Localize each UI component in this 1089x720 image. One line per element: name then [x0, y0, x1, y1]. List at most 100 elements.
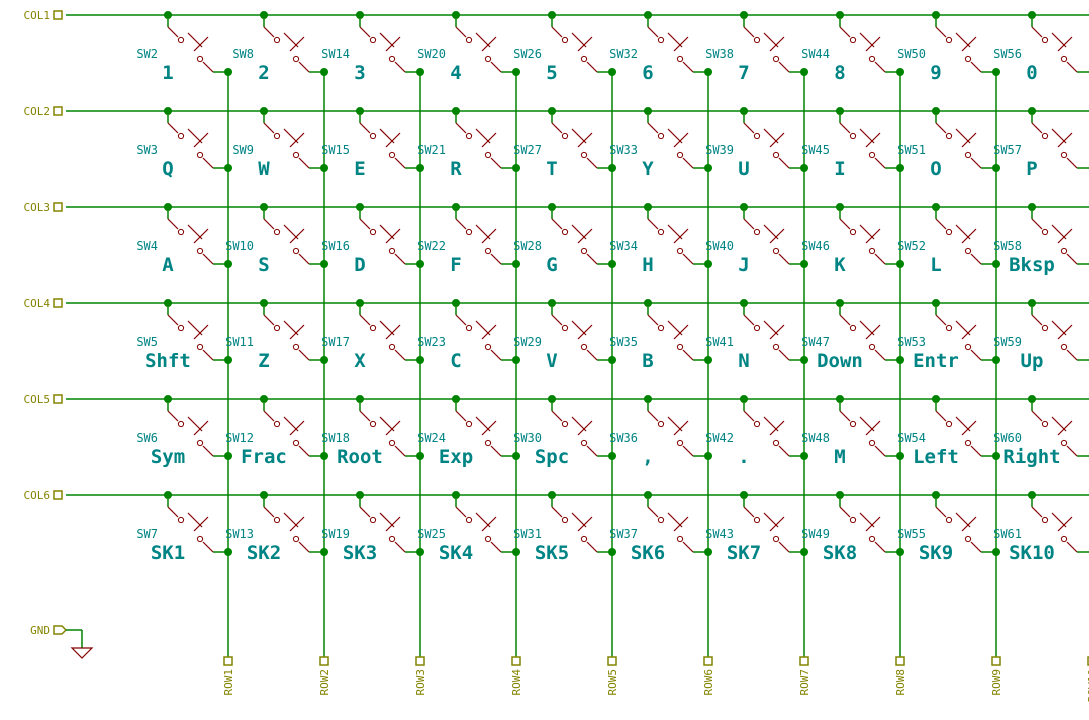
junction-row — [416, 68, 424, 76]
switch-lead-out — [394, 157, 406, 169]
switch-contact-b — [772, 535, 780, 543]
col-port-1 — [53, 10, 63, 20]
junction-row — [512, 452, 520, 460]
switch-contact-b — [292, 247, 300, 255]
junction-row — [416, 164, 424, 172]
switch-contact-b — [676, 535, 684, 543]
switch-contact-b — [484, 535, 492, 543]
switch-contact-b — [676, 439, 684, 447]
switch-contact-b — [772, 55, 780, 63]
switch-blade-2 — [577, 420, 593, 436]
switch-lead-out — [778, 157, 790, 169]
switch-contact-a — [1041, 516, 1049, 524]
switch-contact-b — [580, 55, 588, 63]
switch-ref: SW56 — [993, 47, 1022, 61]
key-label: Frac — [241, 446, 287, 468]
junction-row — [896, 68, 904, 76]
key-label: I — [834, 158, 845, 180]
junction-col — [644, 491, 652, 499]
switch-lead-in — [167, 26, 179, 38]
junction-row — [992, 452, 1000, 460]
switch-blade-2 — [481, 516, 497, 532]
switch-contact-a — [753, 132, 761, 140]
junction-col — [644, 395, 652, 403]
switch-lead-out — [202, 445, 214, 457]
switch-sw57 — [1031, 111, 1089, 169]
junction-col — [260, 107, 268, 115]
key-label: Left — [913, 446, 959, 468]
junction-row — [896, 260, 904, 268]
junction-col — [548, 299, 556, 307]
switch-lead-in — [647, 26, 659, 38]
junction-col — [164, 203, 172, 211]
key-label: E — [354, 158, 365, 180]
switch-ref: SW41 — [705, 335, 734, 349]
switch-ref: SW15 — [321, 143, 350, 157]
key-label: Z — [258, 350, 269, 372]
switch-ref: SW42 — [705, 431, 734, 445]
row-label-3: ROW3 — [414, 669, 427, 696]
switch-lead-in — [1031, 26, 1043, 38]
switch-blade-2 — [385, 516, 401, 532]
switch-sw44 — [839, 15, 900, 73]
junction-col — [1028, 491, 1036, 499]
switch-lead-out — [970, 253, 982, 265]
switch-ref: SW59 — [993, 335, 1022, 349]
switch-sw22 — [455, 207, 516, 265]
switch-contact-a — [369, 516, 377, 524]
switch-lead-in — [935, 218, 947, 230]
switch-contact-a — [945, 132, 953, 140]
junction-col — [356, 203, 364, 211]
key-label: SK5 — [535, 542, 569, 564]
switch-sw34 — [647, 207, 708, 265]
switch-blade-2 — [1057, 324, 1073, 340]
switch-lead-in — [647, 506, 659, 518]
switch-sw17 — [359, 303, 420, 361]
junction-col — [452, 395, 460, 403]
switch-contact-b — [868, 439, 876, 447]
switch-lead-out — [394, 445, 406, 457]
junction-col — [740, 107, 748, 115]
switch-lead-in — [1031, 410, 1043, 422]
key-label: X — [354, 350, 366, 372]
junction-row — [992, 356, 1000, 364]
switch-lead-out — [202, 349, 214, 361]
switch-contact-a — [465, 36, 473, 44]
switch-blade-2 — [385, 228, 401, 244]
switch-lead-out — [298, 541, 310, 553]
switch-sw13 — [263, 495, 324, 553]
switch-blade-2 — [193, 324, 209, 340]
switch-ref: SW13 — [225, 527, 254, 541]
junction-col — [932, 107, 940, 115]
switch-ref: SW57 — [993, 143, 1022, 157]
junction-row — [512, 548, 520, 556]
switch-sw8 — [263, 15, 324, 73]
switch-lead-out — [298, 157, 310, 169]
switch-lead-out — [1066, 445, 1078, 457]
junction-row — [320, 164, 328, 172]
switch-contact-b — [868, 343, 876, 351]
switch-blade-2 — [1057, 132, 1073, 148]
switch-contact-a — [369, 324, 377, 332]
row-port-3 — [415, 656, 425, 666]
junction-row — [992, 164, 1000, 172]
switch-ref: SW51 — [897, 143, 926, 157]
switch-contact-b — [388, 343, 396, 351]
switch-contact-a — [657, 420, 665, 428]
switch-sw33 — [647, 111, 708, 169]
row-label-1: ROW1 — [222, 669, 235, 696]
junction-col — [836, 299, 844, 307]
junction-row — [992, 260, 1000, 268]
switch-lead-out — [778, 349, 790, 361]
row-label-2: ROW2 — [318, 669, 331, 696]
switch-lead-in — [839, 314, 851, 326]
junction-row — [800, 260, 808, 268]
switch-lead-out — [202, 61, 214, 73]
junction-col — [644, 299, 652, 307]
col-port-2 — [53, 106, 63, 116]
junction-row — [224, 452, 232, 460]
switch-sw56 — [1031, 15, 1089, 73]
switch-ref: SW2 — [136, 47, 158, 61]
junction-col — [644, 11, 652, 19]
gnd-symbol — [53, 625, 94, 659]
